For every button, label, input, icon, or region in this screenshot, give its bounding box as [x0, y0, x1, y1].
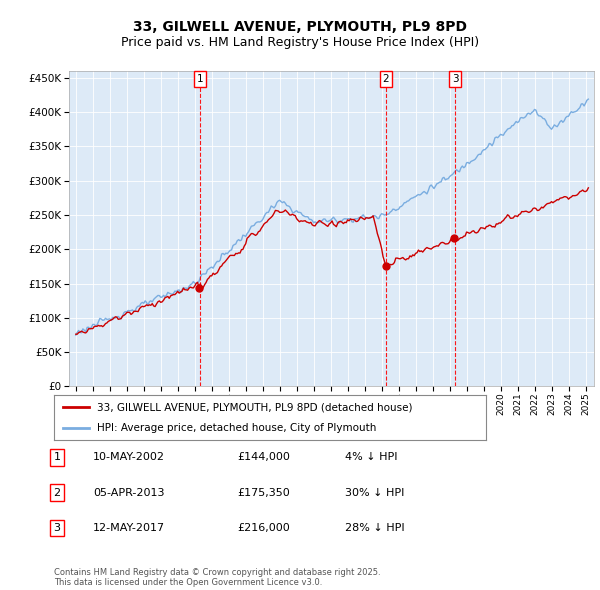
Text: £144,000: £144,000	[237, 453, 290, 462]
Text: 12-MAY-2017: 12-MAY-2017	[93, 523, 165, 533]
Text: 2: 2	[383, 74, 389, 84]
Text: 33, GILWELL AVENUE, PLYMOUTH, PL9 8PD (detached house): 33, GILWELL AVENUE, PLYMOUTH, PL9 8PD (d…	[97, 402, 413, 412]
Text: 4% ↓ HPI: 4% ↓ HPI	[345, 453, 398, 462]
Text: 30% ↓ HPI: 30% ↓ HPI	[345, 488, 404, 497]
Text: 2: 2	[53, 488, 61, 497]
Text: 1: 1	[53, 453, 61, 462]
Text: Price paid vs. HM Land Registry's House Price Index (HPI): Price paid vs. HM Land Registry's House …	[121, 36, 479, 49]
Text: Contains HM Land Registry data © Crown copyright and database right 2025.
This d: Contains HM Land Registry data © Crown c…	[54, 568, 380, 587]
Text: 05-APR-2013: 05-APR-2013	[93, 488, 164, 497]
Text: 3: 3	[53, 523, 61, 533]
Text: £175,350: £175,350	[237, 488, 290, 497]
Text: 28% ↓ HPI: 28% ↓ HPI	[345, 523, 404, 533]
Text: 33, GILWELL AVENUE, PLYMOUTH, PL9 8PD: 33, GILWELL AVENUE, PLYMOUTH, PL9 8PD	[133, 19, 467, 34]
Text: 3: 3	[452, 74, 458, 84]
Text: HPI: Average price, detached house, City of Plymouth: HPI: Average price, detached house, City…	[97, 422, 377, 432]
Text: 10-MAY-2002: 10-MAY-2002	[93, 453, 165, 462]
Text: £216,000: £216,000	[237, 523, 290, 533]
Text: 1: 1	[197, 74, 204, 84]
